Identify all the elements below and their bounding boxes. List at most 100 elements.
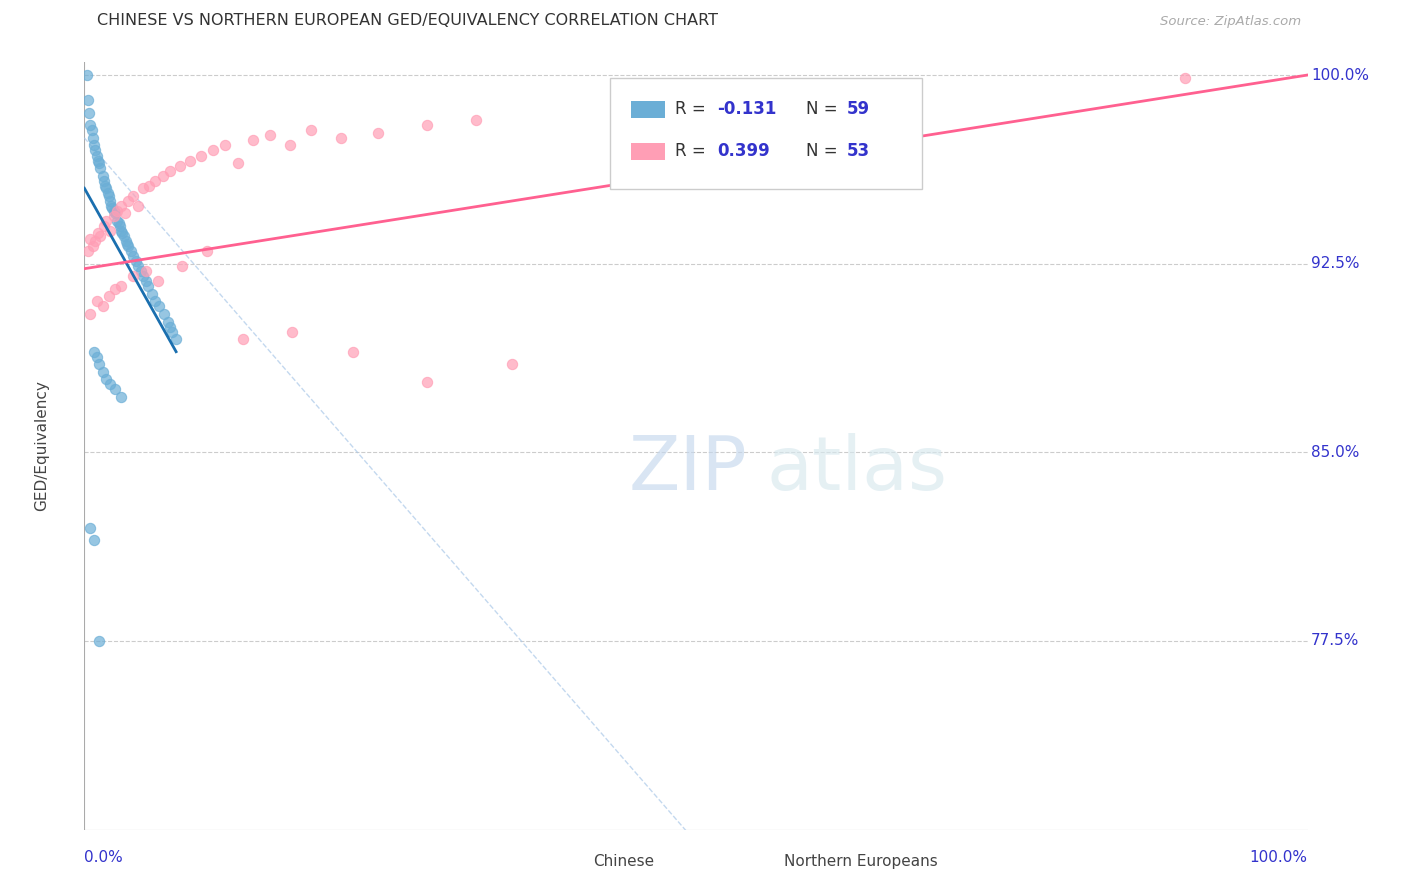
Point xyxy=(1174,70,1197,85)
Point xyxy=(96,372,118,386)
Point xyxy=(83,344,105,359)
Point xyxy=(129,264,152,278)
Point xyxy=(281,325,304,339)
Point xyxy=(115,234,138,248)
Point xyxy=(87,227,110,241)
Text: -0.131: -0.131 xyxy=(717,100,776,119)
Point xyxy=(110,279,132,293)
Point xyxy=(416,375,439,389)
Point xyxy=(115,236,138,251)
Point xyxy=(91,365,114,379)
Point xyxy=(153,307,176,321)
Point xyxy=(214,138,236,153)
Point xyxy=(179,153,201,168)
Point xyxy=(159,319,181,334)
Point xyxy=(93,174,115,188)
Point xyxy=(103,209,125,223)
Text: N =: N = xyxy=(806,100,844,119)
Point xyxy=(117,194,139,208)
Point xyxy=(105,214,128,228)
Point xyxy=(93,219,115,233)
FancyBboxPatch shape xyxy=(610,78,922,189)
Point xyxy=(86,294,108,309)
Point xyxy=(104,383,127,397)
Point xyxy=(96,214,118,228)
Point xyxy=(122,249,145,263)
Text: 0.0%: 0.0% xyxy=(84,850,124,864)
Point xyxy=(502,357,524,371)
Point xyxy=(87,153,110,168)
Point xyxy=(190,148,212,162)
Point xyxy=(242,133,264,147)
Point xyxy=(97,186,120,201)
Point xyxy=(120,244,142,258)
Point xyxy=(104,206,127,220)
Point xyxy=(141,286,163,301)
Point xyxy=(112,229,135,244)
Point xyxy=(79,307,101,321)
Text: 77.5%: 77.5% xyxy=(1312,633,1360,648)
Text: GED/Equivalency: GED/Equivalency xyxy=(34,381,49,511)
Point xyxy=(110,199,132,213)
Text: 59: 59 xyxy=(846,100,869,119)
Point xyxy=(132,181,155,195)
Point xyxy=(101,202,124,216)
Point xyxy=(136,279,159,293)
Point xyxy=(169,159,191,173)
Point xyxy=(79,118,101,132)
Point xyxy=(84,234,107,248)
Point xyxy=(342,344,364,359)
Point xyxy=(84,144,107,158)
Point xyxy=(108,219,131,233)
Point xyxy=(259,128,281,143)
Point xyxy=(79,521,101,535)
Point xyxy=(87,156,110,170)
Point xyxy=(201,144,224,158)
Point xyxy=(87,357,110,371)
Point xyxy=(98,194,121,208)
Point xyxy=(464,113,486,128)
Point xyxy=(86,148,108,162)
Point xyxy=(82,239,104,253)
Point xyxy=(77,244,100,258)
Point xyxy=(86,350,108,364)
Point xyxy=(83,138,105,153)
Point xyxy=(330,131,353,145)
Point xyxy=(117,239,139,253)
Point xyxy=(98,377,121,392)
Point xyxy=(299,123,322,137)
Point xyxy=(82,131,104,145)
Point xyxy=(91,169,114,183)
Text: 0.399: 0.399 xyxy=(717,143,769,161)
Text: 100.0%: 100.0% xyxy=(1250,850,1308,864)
Point xyxy=(111,227,134,241)
Point xyxy=(76,68,98,82)
Point xyxy=(114,206,136,220)
Point xyxy=(135,264,157,278)
Bar xyxy=(553,857,583,871)
Text: 53: 53 xyxy=(846,143,869,161)
Point xyxy=(228,156,250,170)
Point xyxy=(77,105,100,120)
Point xyxy=(416,118,439,132)
Point xyxy=(125,254,148,268)
Text: Chinese: Chinese xyxy=(593,855,654,870)
Point xyxy=(89,161,111,175)
Bar xyxy=(631,143,665,160)
Point xyxy=(138,178,160,193)
Point xyxy=(110,390,132,404)
Point xyxy=(110,224,132,238)
Point xyxy=(156,314,179,328)
Point xyxy=(97,188,120,202)
Point xyxy=(107,216,129,230)
Point xyxy=(89,229,111,244)
Point xyxy=(143,174,166,188)
Point xyxy=(165,332,187,346)
Bar xyxy=(742,857,773,871)
Point xyxy=(143,294,166,309)
Text: R =: R = xyxy=(675,100,711,119)
Point xyxy=(195,244,218,258)
Point xyxy=(162,325,184,339)
Point xyxy=(122,188,145,202)
Point xyxy=(77,93,100,107)
